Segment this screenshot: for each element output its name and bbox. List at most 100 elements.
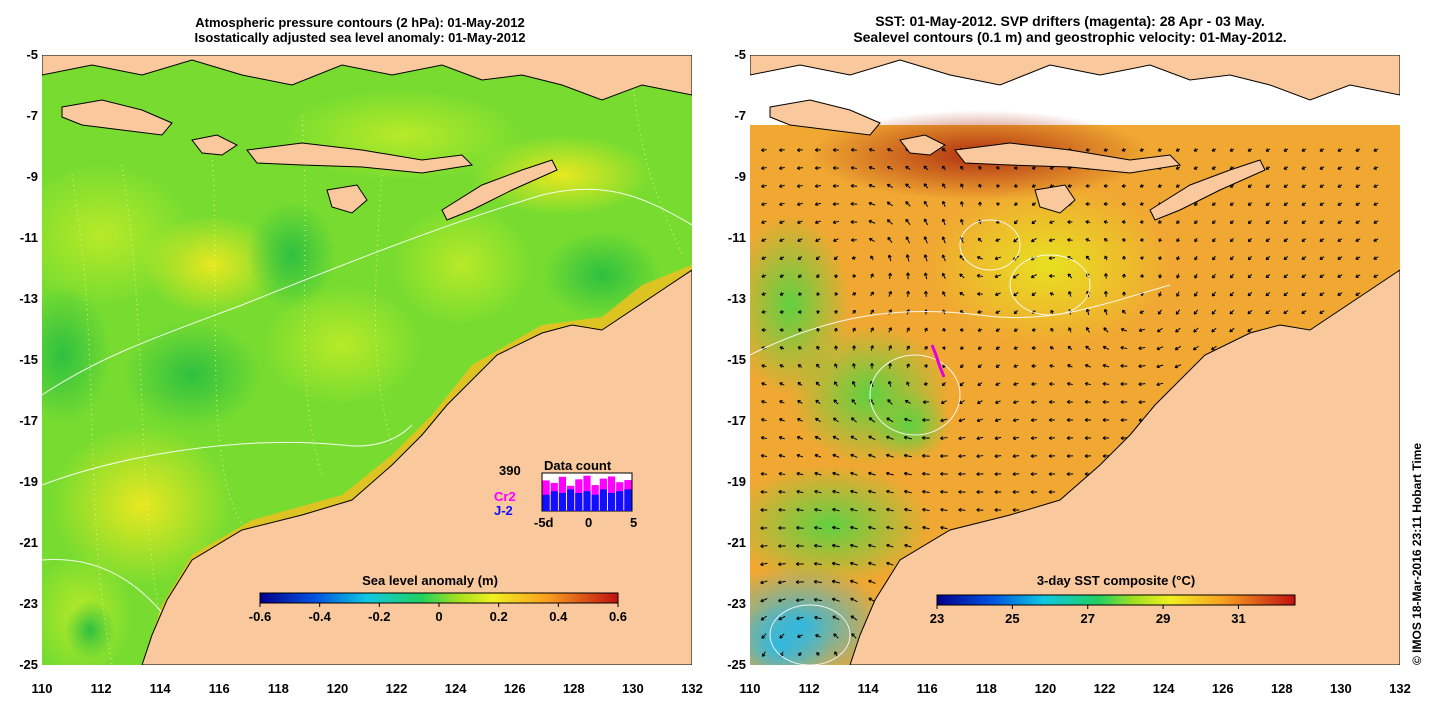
velocity-arrow-head	[834, 274, 839, 279]
velocity-arrow-head	[960, 183, 964, 187]
velocity-arrow-head	[1176, 256, 1180, 261]
velocity-arrow-head	[1012, 436, 1016, 441]
velocity-arrow-head	[886, 219, 891, 223]
velocity-arrow-head	[1013, 183, 1018, 188]
velocity-arrow	[904, 454, 912, 458]
velocity-arrow-head	[1247, 202, 1252, 206]
velocity-arrow	[850, 203, 858, 205]
velocity-arrow-head	[1102, 454, 1106, 459]
velocity-arrow-head	[1373, 220, 1377, 224]
velocity-arrow-head	[1319, 238, 1323, 242]
velocity-arrow-head	[870, 255, 874, 259]
velocity-arrow-head	[815, 399, 819, 404]
velocity-arrow-head	[834, 363, 838, 367]
velocity-arrow	[813, 581, 823, 583]
velocity-arrow-head	[1013, 400, 1017, 405]
velocity-arrow-head	[832, 202, 836, 207]
velocity-arrow	[904, 472, 912, 476]
velocity-arrow-head	[1067, 220, 1071, 224]
velocity-arrow-head	[1102, 345, 1107, 350]
left-lon-label: 130	[622, 681, 644, 696]
velocity-arrow-head	[1103, 327, 1107, 331]
velocity-arrow	[905, 183, 911, 189]
velocity-arrow	[832, 203, 840, 205]
velocity-arrow-head	[1048, 400, 1053, 404]
velocity-arrow-head	[1013, 382, 1017, 386]
velocity-arrow-head	[1265, 220, 1270, 224]
velocity-arrow-head	[1050, 309, 1054, 314]
velocity-arrow-head	[976, 418, 981, 423]
velocity-arrow-head	[1084, 381, 1089, 386]
velocity-arrow	[868, 454, 876, 458]
velocity-arrow	[778, 563, 786, 565]
velocity-arrow-head	[1211, 220, 1216, 225]
velocity-arrow-head	[1193, 329, 1197, 333]
velocity-arrow-head	[868, 561, 872, 566]
velocity-arrow	[796, 490, 804, 494]
velocity-arrow-head	[1211, 166, 1216, 170]
colorbar-tick-label: 25	[1005, 611, 1019, 626]
velocity-arrow-head	[868, 597, 872, 602]
velocity-arrow-head	[958, 472, 962, 476]
velocity-arrow	[832, 598, 840, 602]
velocity-arrow-head	[1158, 256, 1163, 261]
velocity-arrow-head	[762, 653, 766, 657]
velocity-arrow	[869, 238, 875, 242]
velocity-arrow	[850, 580, 858, 584]
velocity-arrow-head	[996, 166, 1000, 170]
velocity-arrow-head	[1211, 346, 1215, 351]
velocity-arrow-head	[1030, 274, 1035, 279]
velocity-arrow-head	[906, 290, 911, 295]
left-lat-label: -7	[26, 108, 38, 123]
velocity-arrow-head	[904, 399, 909, 404]
velocity-arrow	[959, 255, 965, 261]
timor-island	[1149, 159, 1266, 221]
velocity-arrow	[940, 526, 948, 530]
velocity-arrow-head	[1138, 346, 1142, 351]
velocity-arrow-head	[868, 453, 872, 458]
velocity-arrow	[868, 435, 876, 441]
velocity-arrow	[851, 633, 857, 639]
velocity-arrow-head	[1157, 184, 1162, 188]
inset-bar-j2	[624, 489, 632, 511]
velocity-arrow-head	[850, 201, 854, 206]
right-lon-label: 116	[916, 681, 938, 696]
velocity-arrow-head	[994, 256, 999, 261]
velocity-arrow	[1175, 327, 1181, 333]
velocity-arrow-head	[958, 436, 962, 441]
left-lat-label: -23	[19, 596, 38, 611]
velocity-arrow-head	[886, 561, 890, 566]
velocity-arrow-head	[834, 310, 838, 314]
velocity-arrow-head	[870, 309, 874, 313]
velocity-arrow-head	[1229, 220, 1234, 225]
velocity-arrow-head	[761, 238, 765, 242]
velocity-arrow	[1104, 309, 1108, 315]
inset-bar-j2	[583, 491, 591, 511]
velocity-arrow	[887, 184, 893, 188]
velocity-arrow-head	[833, 256, 838, 261]
velocity-arrow-head	[1138, 364, 1142, 369]
velocity-arrow-head	[1211, 293, 1216, 297]
velocity-arrow-head	[813, 597, 818, 602]
velocity-arrow-head	[1301, 238, 1306, 242]
velocity-arrow-head	[904, 489, 908, 494]
velocity-arrow-head	[1085, 148, 1089, 152]
velocity-arrow	[922, 508, 930, 512]
velocity-arrow-head	[1013, 238, 1017, 243]
velocity-arrow-head	[905, 183, 909, 188]
velocity-arrow-head	[1283, 310, 1287, 315]
velocity-arrow-head	[1158, 220, 1162, 224]
velocity-arrow-head	[906, 381, 910, 385]
velocity-arrow-head	[760, 617, 765, 621]
left-lon-label: 122	[385, 681, 408, 696]
velocity-arrow-head	[1139, 310, 1144, 314]
velocity-arrow-head	[761, 220, 765, 224]
right-lat-label: -25	[727, 657, 746, 672]
velocity-arrow-head	[1319, 274, 1323, 278]
colorbar-tick-label: 0.2	[490, 609, 508, 624]
velocity-arrow	[959, 400, 965, 404]
velocity-arrow-head	[1048, 256, 1052, 261]
velocity-arrow-head	[849, 561, 854, 566]
velocity-arrow-head	[976, 436, 980, 441]
velocity-arrow-head	[905, 165, 909, 170]
